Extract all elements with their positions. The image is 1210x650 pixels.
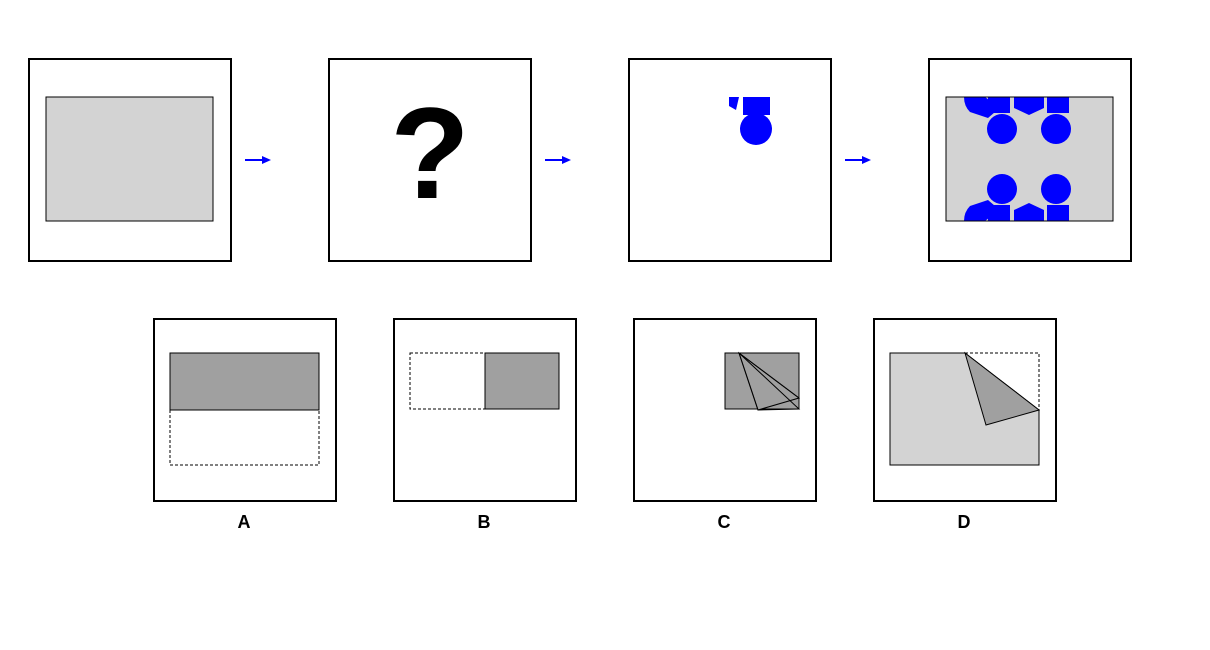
arrow-right-icon xyxy=(845,156,871,164)
step-1-initial-paper xyxy=(28,58,232,262)
option-b-flap xyxy=(484,352,560,410)
step-4-unfolded-result xyxy=(928,58,1132,262)
arrow-right-icon xyxy=(545,156,571,164)
option-c[interactable] xyxy=(633,318,817,502)
unfolded-paper xyxy=(945,96,1114,222)
option-d-paper xyxy=(889,352,1040,466)
options-row: A B C D xyxy=(153,318,1057,532)
punch-hole-icon xyxy=(729,97,772,145)
option-b-frame[interactable] xyxy=(393,318,577,502)
question-mark: ? xyxy=(390,80,469,226)
option-c-frame[interactable] xyxy=(633,318,817,502)
option-a-fold-outline xyxy=(169,409,320,466)
option-a-flap xyxy=(169,352,320,411)
step-3-punched-paper xyxy=(628,58,832,262)
option-a-label: A xyxy=(238,512,251,532)
option-d-label: D xyxy=(958,512,971,532)
sequence-row: ? xyxy=(28,58,1132,262)
hole-pattern xyxy=(964,97,1071,221)
step-2-unknown-fold: ? xyxy=(328,58,532,262)
option-d-fold-outline xyxy=(965,352,1040,410)
option-b[interactable] xyxy=(393,318,577,502)
step-2-frame xyxy=(328,58,532,262)
option-d-flap xyxy=(964,351,1041,426)
step-3-frame xyxy=(628,58,832,262)
option-c-label: C xyxy=(718,512,731,532)
option-d[interactable] xyxy=(873,318,1057,502)
arrow-right-icon xyxy=(245,156,271,164)
paper-sheet xyxy=(45,96,214,222)
option-c-flap-2 xyxy=(738,352,801,411)
option-b-label: B xyxy=(478,512,491,532)
option-a[interactable] xyxy=(153,318,337,502)
